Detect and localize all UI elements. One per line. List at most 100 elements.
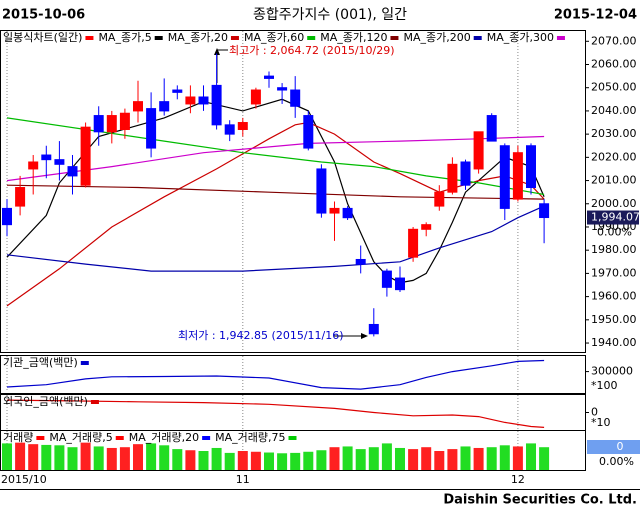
volume-bar xyxy=(159,445,170,470)
legend-swatch xyxy=(90,400,99,404)
volume-bar xyxy=(539,447,550,470)
candle-body xyxy=(106,115,117,133)
volume-bar xyxy=(408,449,419,470)
candle-body xyxy=(15,187,26,207)
candle-body xyxy=(133,101,143,112)
volume-bar xyxy=(421,447,432,470)
y-tick-label: 2040.00 xyxy=(591,104,637,117)
volume-bar xyxy=(355,449,366,470)
candle-body xyxy=(512,152,523,200)
legend-label: MA_종가,5 xyxy=(98,31,151,44)
y-tick-label: 0 xyxy=(591,406,598,419)
candle-body xyxy=(146,108,157,149)
legend-swatch xyxy=(288,436,297,440)
x-tick-label: 12 xyxy=(511,473,525,486)
inst-panel xyxy=(0,355,586,394)
volume-bar xyxy=(329,447,340,470)
volume-panel xyxy=(0,430,586,471)
legend-label: MA_거래량,5 xyxy=(49,431,112,444)
value-box xyxy=(587,440,640,454)
last-price-box xyxy=(587,210,639,225)
chart-title: 종합주가지수 (001), 일간 xyxy=(253,7,407,23)
candle-body xyxy=(355,258,366,265)
candle-body xyxy=(526,145,536,189)
volume-bar xyxy=(264,452,274,470)
volume-bar xyxy=(381,443,392,470)
legend-label: MA_종가,120 xyxy=(320,31,387,44)
y-tick-label: 1980.00 xyxy=(591,243,637,256)
volume-bar xyxy=(172,449,183,470)
candle-body xyxy=(342,207,353,219)
y-tick-label: 2050.00 xyxy=(591,81,637,94)
volume-bar xyxy=(93,446,104,470)
volume-bar xyxy=(303,451,314,470)
candle-body xyxy=(159,101,170,112)
volume-bar xyxy=(80,442,91,470)
volume-bar xyxy=(185,450,196,470)
candle-body xyxy=(303,115,314,149)
volume-bar xyxy=(146,443,157,470)
candle-body xyxy=(381,270,392,288)
candle-body xyxy=(2,207,12,226)
y-tick-label: 1950.00 xyxy=(591,313,637,326)
candle-body xyxy=(198,96,209,105)
x-tick-label: 2015/10 xyxy=(1,473,47,486)
change-label: 0.00% xyxy=(599,455,634,468)
x-tick-label: 11 xyxy=(236,473,250,486)
volume-bar xyxy=(237,451,248,470)
volume-bar xyxy=(290,452,301,470)
candle-body xyxy=(28,161,39,170)
volume-bar xyxy=(526,443,536,470)
y-tick-label: 300000 xyxy=(591,365,633,378)
footer: Daishin Securities Co. Ltd. xyxy=(443,493,637,508)
volume-bar xyxy=(211,447,222,470)
legend-label: MA_종가,300 xyxy=(487,31,554,44)
candle-body xyxy=(80,126,91,186)
legend-swatch xyxy=(80,361,89,365)
y-tick-label: 2010.00 xyxy=(591,174,637,187)
candle-body xyxy=(119,112,130,130)
unit-label: *10 xyxy=(591,416,611,429)
candle-body xyxy=(408,228,419,258)
legend-swatch xyxy=(202,436,211,440)
volume-bar xyxy=(342,446,353,470)
volume-bar xyxy=(473,447,484,470)
low-annotation: 최저가 : 1,942.85 (2015/11/16) xyxy=(178,329,344,342)
volume-bar xyxy=(499,445,510,470)
candle-body xyxy=(434,191,445,207)
candle-body xyxy=(264,75,274,79)
candle-body xyxy=(473,131,484,170)
y-tick-label: 1960.00 xyxy=(591,290,637,303)
candle-body xyxy=(290,89,301,107)
candle-body xyxy=(329,207,340,214)
volume-bar xyxy=(133,444,143,470)
legend-label: MA_거래량,20 xyxy=(129,431,199,444)
legend-label: 거래량 xyxy=(3,431,33,444)
volume-bar xyxy=(106,447,117,470)
volume-bar xyxy=(224,452,235,470)
unit-label: *100 xyxy=(591,379,618,392)
candle-body xyxy=(93,115,104,133)
y-tick-label: 2030.00 xyxy=(591,127,637,140)
candle-body xyxy=(41,154,52,161)
legend-label: MA_종가,200 xyxy=(403,31,470,44)
candle-body xyxy=(447,163,458,193)
high-annotation: 최고가 : 2,064.72 (2015/10/29) xyxy=(229,44,395,57)
volume-bar xyxy=(486,447,497,470)
volume-bar xyxy=(54,445,65,470)
legend-swatch xyxy=(36,436,45,440)
candle-body xyxy=(395,277,405,291)
candle-body xyxy=(211,84,222,126)
series-line xyxy=(6,205,545,272)
candle-body xyxy=(368,323,379,335)
candle-body xyxy=(421,224,432,230)
legend-label: 일봉식차트(일간) xyxy=(3,30,82,44)
candle-body xyxy=(224,124,235,135)
date-end: 2015-12-04 xyxy=(554,8,637,23)
candle-body xyxy=(237,122,248,130)
series-line xyxy=(6,399,545,428)
volume-bar xyxy=(2,443,12,470)
y-tick-label: 1970.00 xyxy=(591,266,637,279)
volume-bar xyxy=(447,449,458,470)
legend-swatch xyxy=(390,36,399,40)
